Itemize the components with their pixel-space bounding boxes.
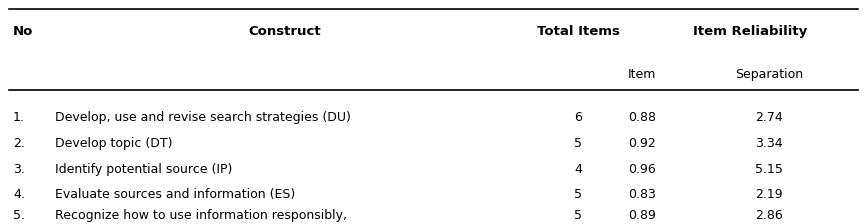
Text: Develop, use and revise search strategies (DU): Develop, use and revise search strategie… (55, 111, 351, 124)
Text: Total Items: Total Items (537, 25, 619, 38)
Text: 5: 5 (574, 188, 582, 201)
Text: Construct: Construct (249, 25, 321, 38)
Text: 0.96: 0.96 (628, 163, 655, 176)
Text: 4.: 4. (13, 188, 25, 201)
Text: Item: Item (628, 68, 655, 81)
Text: 5: 5 (574, 137, 582, 150)
Text: 5.: 5. (13, 209, 25, 222)
Text: Recognize how to use information responsibly,
ethically and legally (RH): Recognize how to use information respons… (55, 209, 348, 224)
Text: 3.34: 3.34 (755, 137, 783, 150)
Text: 5: 5 (574, 209, 582, 222)
Text: 0.92: 0.92 (628, 137, 655, 150)
Text: 4: 4 (574, 163, 582, 176)
Text: Evaluate sources and information (ES): Evaluate sources and information (ES) (55, 188, 296, 201)
Text: 0.89: 0.89 (628, 209, 655, 222)
Text: 3.: 3. (13, 163, 25, 176)
Text: No: No (13, 25, 33, 38)
Text: 1.: 1. (13, 111, 25, 124)
Text: 0.83: 0.83 (628, 188, 655, 201)
Text: Item Reliability: Item Reliability (693, 25, 807, 38)
Text: 2.86: 2.86 (755, 209, 783, 222)
Text: Separation: Separation (735, 68, 803, 81)
Text: 2.: 2. (13, 137, 25, 150)
Text: Identify potential source (IP): Identify potential source (IP) (55, 163, 232, 176)
Text: 6: 6 (574, 111, 582, 124)
Text: Develop topic (DT): Develop topic (DT) (55, 137, 173, 150)
Text: 2.19: 2.19 (755, 188, 783, 201)
Text: 0.88: 0.88 (628, 111, 655, 124)
Text: 2.74: 2.74 (755, 111, 783, 124)
Text: 5.15: 5.15 (755, 163, 783, 176)
